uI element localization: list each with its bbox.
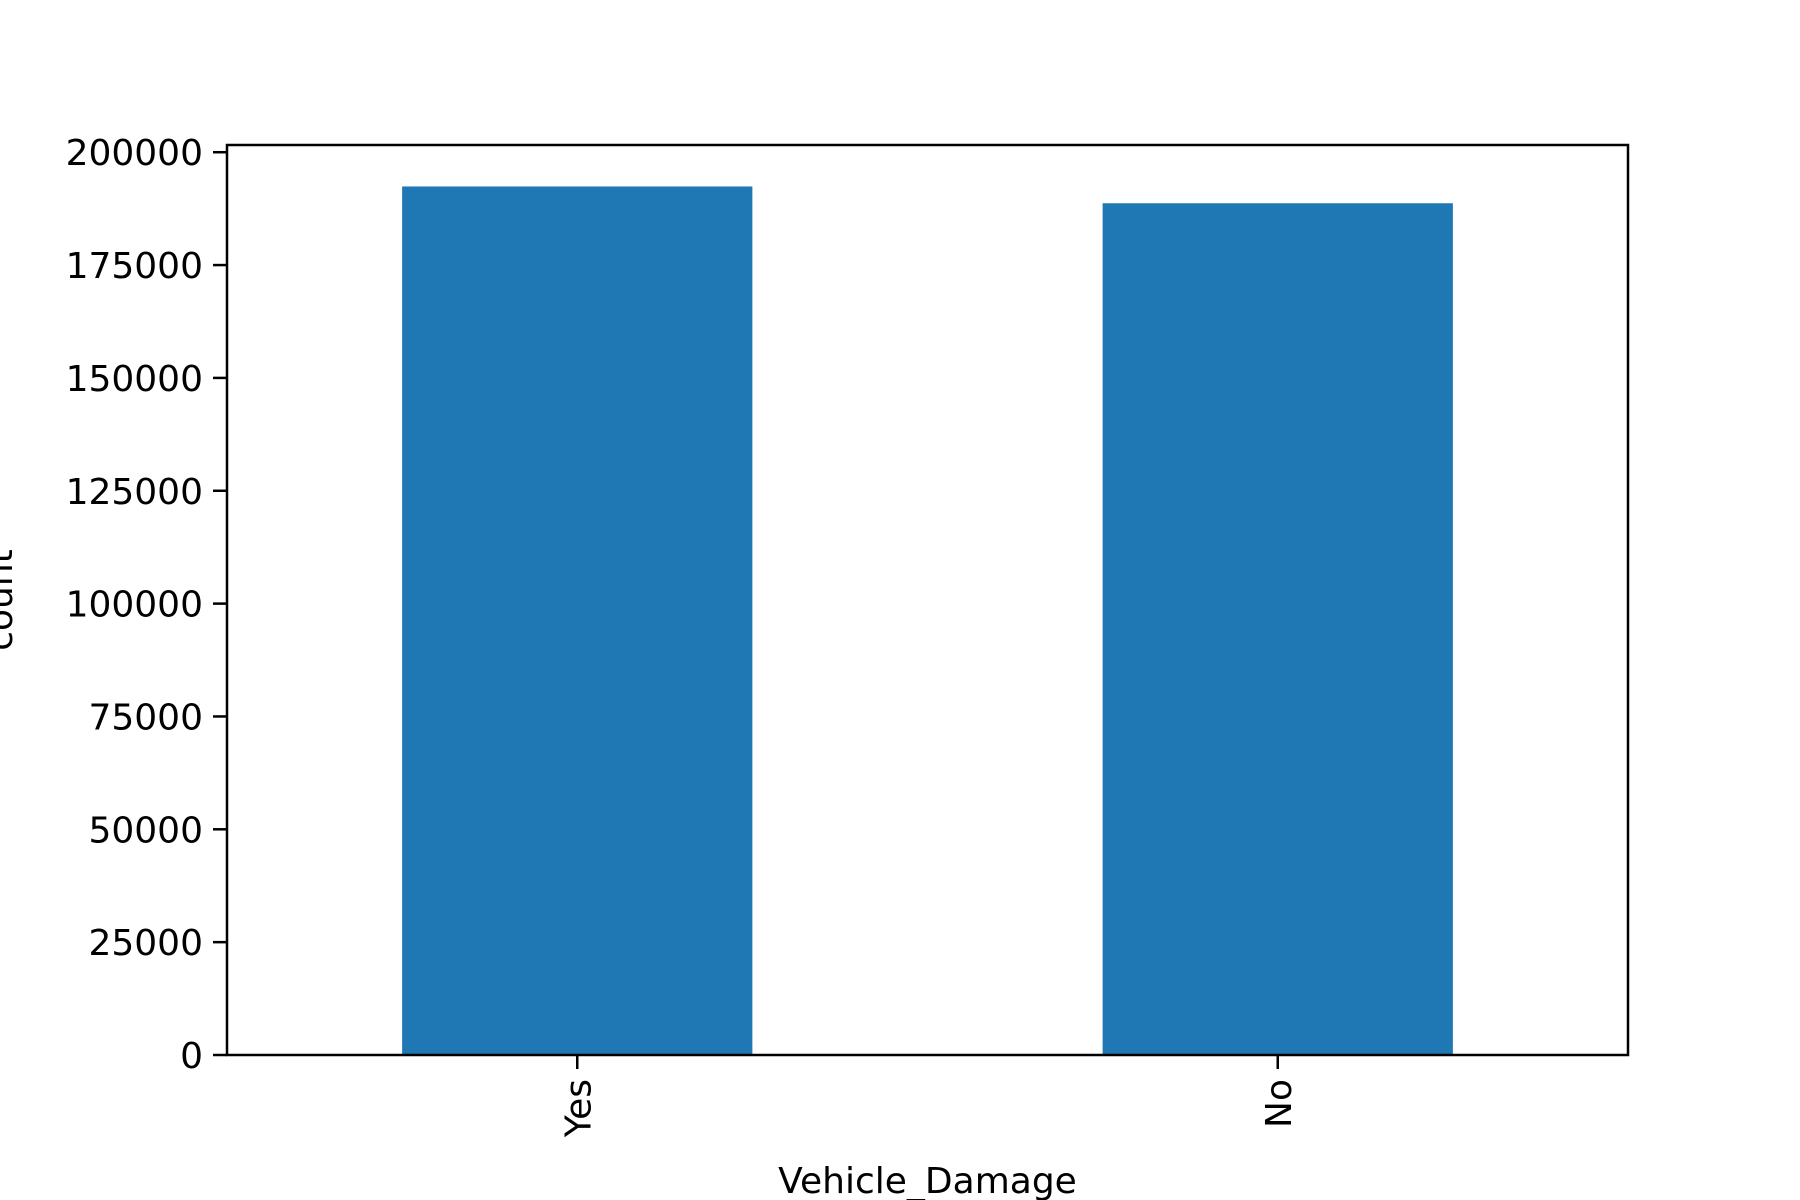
y-tick-label: 25000	[88, 923, 203, 964]
y-tick-label: 50000	[88, 810, 203, 851]
y-axis: 0 25000 50000 75000 100000 125000 150000 175000…	[66, 133, 227, 1077]
axes-frame	[225, 143, 1630, 1057]
bar-no	[1102, 203, 1453, 1056]
y-tick-label: 75000	[88, 697, 203, 738]
bar-yes	[402, 186, 753, 1055]
x-tick-label: Yes	[558, 1079, 599, 1138]
y-tick-label: 200000	[66, 133, 203, 174]
y-tick-label: 175000	[66, 246, 203, 287]
x-tick-label: No	[1259, 1079, 1300, 1128]
y-tick-label: 0	[180, 1036, 203, 1077]
x-axis-label: Vehicle_Damage	[778, 1161, 1077, 1200]
x-axis: Yes No	[558, 1055, 1300, 1138]
y-tick-label: 100000	[66, 585, 203, 626]
bars	[402, 186, 1453, 1056]
y-axis-label: count	[0, 549, 21, 651]
y-tick-label: 150000	[66, 359, 203, 400]
y-tick-label: 125000	[66, 472, 203, 513]
